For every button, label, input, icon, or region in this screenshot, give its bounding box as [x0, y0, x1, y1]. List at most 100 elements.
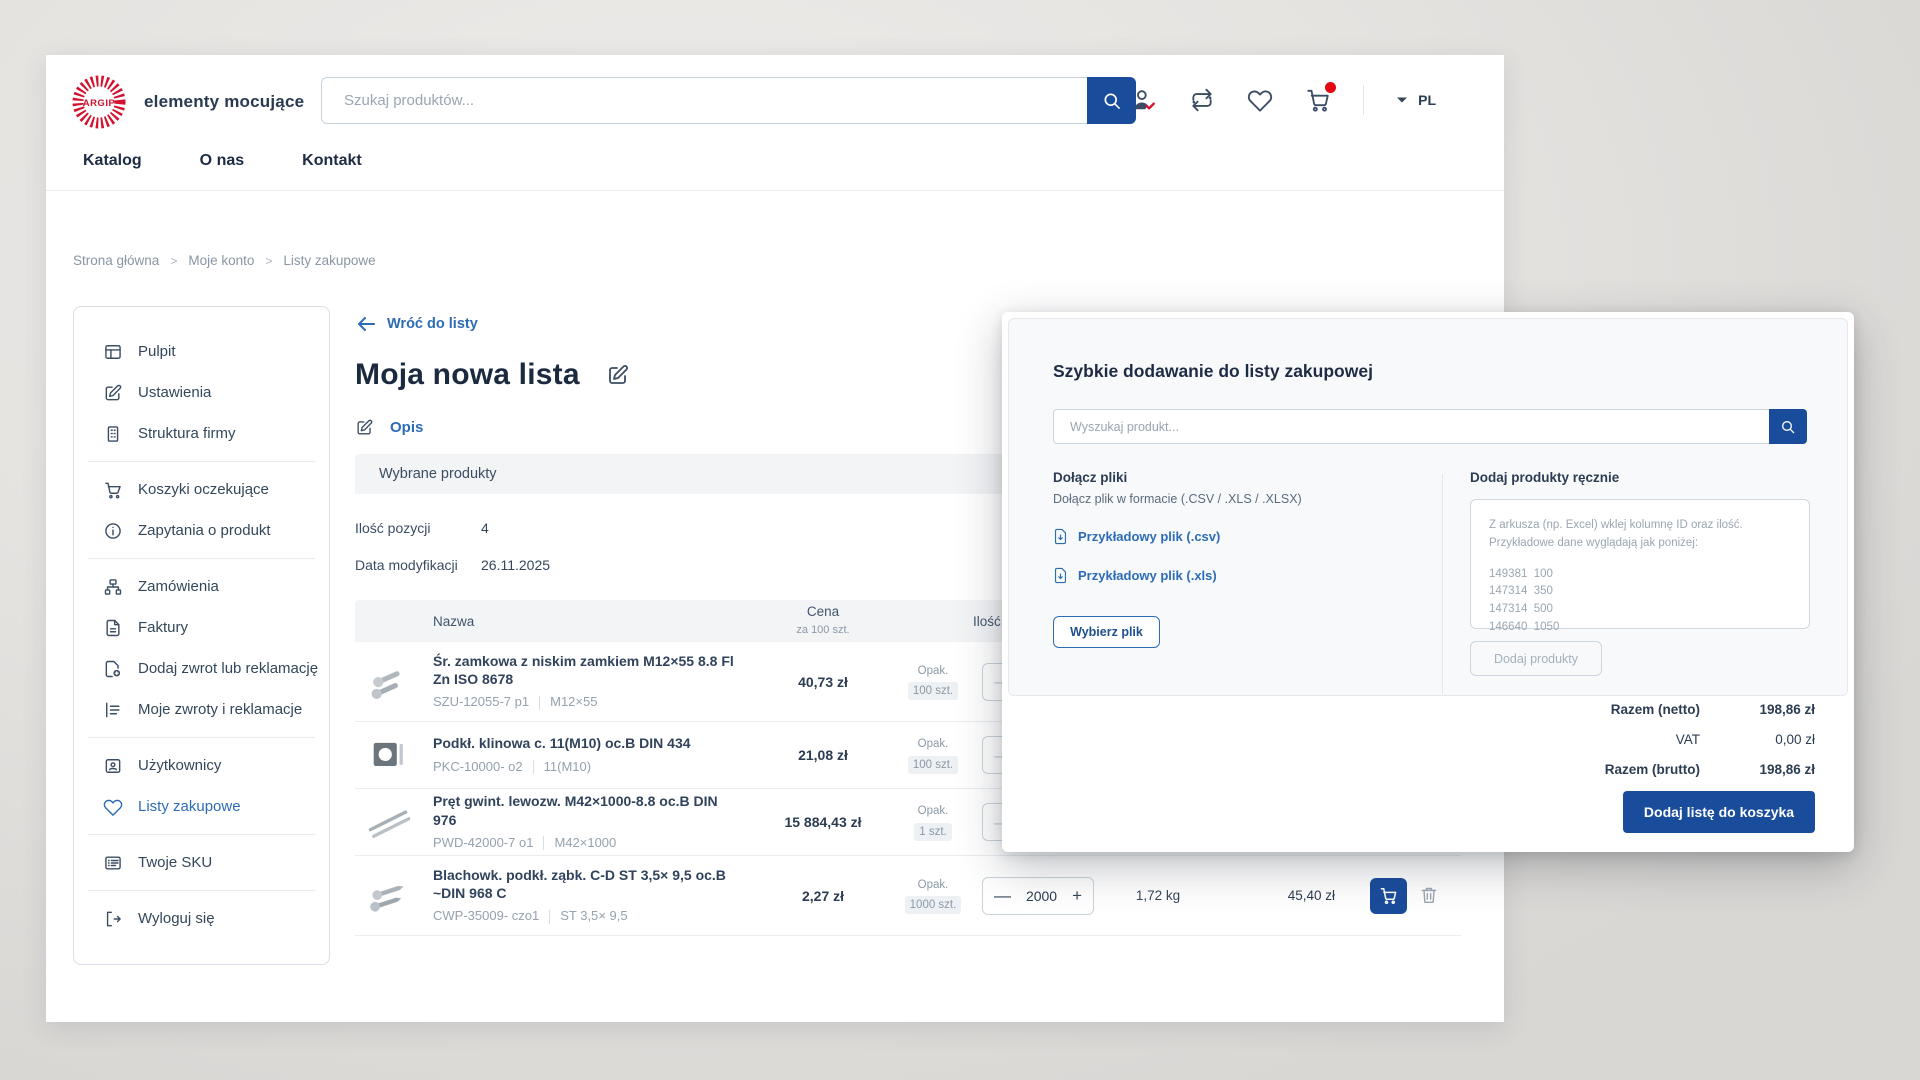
- sidebar-item-ustawienia[interactable]: Ustawienia: [74, 372, 329, 413]
- header-separator: [1363, 85, 1365, 115]
- textarea-sample-row: 149381 100: [1489, 567, 1553, 580]
- compare-button[interactable]: [1189, 87, 1215, 113]
- product-pack: Opak. 100 szt.: [893, 663, 973, 701]
- search-input[interactable]: [321, 77, 1087, 124]
- breadcrumb-lists[interactable]: Listy zakupowe: [283, 253, 376, 268]
- sidebar-item-faktury[interactable]: Faktury: [74, 607, 329, 648]
- breadcrumb-separator: >: [265, 253, 273, 268]
- plus-button[interactable]: +: [1072, 886, 1082, 905]
- breadcrumb-account[interactable]: Moje konto: [188, 253, 255, 268]
- language-label: PL: [1418, 92, 1436, 108]
- favorites-button[interactable]: [1247, 87, 1273, 113]
- page-title: Moja nowa lista: [355, 358, 580, 391]
- id-card-icon: [105, 758, 121, 773]
- caret-down-icon: [1397, 97, 1408, 103]
- search-button[interactable]: [1087, 77, 1136, 124]
- sidebar-item-koszyki-oczekujace[interactable]: Koszyki oczekujące: [74, 469, 329, 510]
- product-thumbnail: [365, 659, 411, 705]
- back-arrow-icon: [358, 317, 375, 331]
- delete-row-button[interactable]: [1418, 884, 1440, 908]
- sidebar-item-label: Pulpit: [138, 343, 176, 360]
- product-name: Śr. zamkowa z niskim zamkiem M12×55 8.8 …: [433, 652, 734, 688]
- sidebar-item-listy-zakupowe[interactable]: Listy zakupowe: [74, 786, 329, 827]
- sidebar-item-label: Listy zakupowe: [138, 798, 241, 815]
- manual-add-textarea[interactable]: Z arkusza (np. Excel) wklej kolumnę ID o…: [1470, 499, 1810, 633]
- quick-add-search-button[interactable]: [1769, 409, 1807, 444]
- compare-icon: [1192, 88, 1212, 112]
- cart-icon: [1380, 888, 1397, 905]
- back-to-list-link[interactable]: Wróć do listy: [357, 316, 1461, 332]
- product-variant: M42×1000: [554, 834, 617, 850]
- sidebar-item-uzytkownicy[interactable]: Użytkownicy: [74, 745, 329, 786]
- file-plus-icon: [105, 660, 121, 677]
- sidebar-item-label: Ustawienia: [138, 384, 212, 401]
- manual-add-column: Dodaj produkty ręcznie Z arkusza (np. Ex…: [1442, 470, 1810, 676]
- logout-icon: [106, 911, 121, 926]
- add-products-button[interactable]: Dodaj produkty: [1470, 641, 1602, 676]
- waiting-carts-icon: [105, 482, 121, 498]
- pack-qty-pill: 100 szt.: [907, 682, 959, 701]
- product-price: 40,73 zł: [798, 673, 848, 690]
- col-header-price-label: Cena: [806, 604, 840, 620]
- edit-title-icon[interactable]: [606, 363, 630, 387]
- product-sku-row: PWD-42000-7 o1 M42×1000: [433, 835, 739, 852]
- sidebar-item-dodaj-zwrot[interactable]: Dodaj zwrot lub reklamację: [74, 648, 329, 689]
- quantity-value[interactable]: 2000: [1025, 887, 1058, 904]
- nav-o-nas[interactable]: O nas: [199, 152, 245, 169]
- sidebar-item-twoje-sku[interactable]: Twoje SKU: [74, 842, 329, 883]
- sidebar-item-label: Struktura firmy: [138, 425, 236, 442]
- description-row[interactable]: Opis: [355, 418, 1461, 437]
- gross-total-value: 198,86 zł: [1759, 762, 1815, 777]
- totals-summary: Razem (netto) 198,86 zł VAT 0,00 zł Raze…: [1495, 702, 1815, 777]
- sidebar-divider: [88, 737, 315, 738]
- language-selector[interactable]: PL: [1396, 92, 1436, 108]
- choose-file-button[interactable]: Wybierz plik: [1053, 616, 1160, 648]
- quick-add-search-input[interactable]: [1053, 409, 1769, 444]
- product-weight: 1,72 kg: [1135, 888, 1181, 903]
- product-name-cell[interactable]: Podkł. klinowa c. 11(M10) oc.B DIN 434 P…: [433, 734, 753, 775]
- sample-xls-link[interactable]: Przykładowy plik (.xls): [1053, 567, 1412, 584]
- items-count-value: 4: [481, 520, 489, 536]
- sidebar-item-label: Użytkownicy: [138, 757, 222, 774]
- product-sku: PKC-10000- o2: [433, 758, 523, 774]
- product-name-cell[interactable]: Blachowk. podkł. ząbk. C-D ST 3,5× 9,5 o…: [433, 866, 753, 925]
- edit-icon: [105, 384, 122, 400]
- breadcrumb-home[interactable]: Strona główna: [73, 253, 160, 268]
- account-button[interactable]: [1131, 87, 1157, 113]
- product-name-cell[interactable]: Pręt gwint. lewozw. M42×1000-8.8 oc.B DI…: [433, 792, 753, 851]
- product-pack: Opak. 100 szt.: [893, 736, 973, 774]
- nav-katalog[interactable]: Katalog: [83, 152, 142, 169]
- tab-selected-products[interactable]: Wybrane produkty: [379, 466, 497, 482]
- sidebar-item-pulpit[interactable]: Pulpit: [74, 331, 329, 372]
- product-variant: M12×55: [550, 694, 598, 710]
- quick-add-columns: Dołącz pliki Dołącz plik w formacie (.CS…: [1053, 470, 1810, 694]
- sidebar-item-label: Koszyki oczekujące: [138, 481, 269, 498]
- header-divider: [46, 190, 1504, 191]
- vat-row: VAT 0,00 zł: [1495, 732, 1815, 747]
- pack-label: Opak.: [917, 805, 949, 818]
- sidebar-item-label: Wyloguj się: [138, 910, 215, 927]
- sample-csv-link[interactable]: Przykładowy plik (.csv): [1053, 528, 1412, 545]
- sidebar-divider: [88, 461, 315, 462]
- nav-kontakt[interactable]: Kontakt: [302, 152, 362, 169]
- minus-button[interactable]: —: [994, 886, 1011, 905]
- sidebar-item-zapytania-o-produkt[interactable]: Zapytania o produkt: [74, 510, 329, 551]
- product-sku: PWD-42000-7 o1: [433, 834, 534, 850]
- gross-total-label: Razem (brutto): [1604, 762, 1700, 777]
- sku-separator: [549, 909, 551, 924]
- product-price: 2,27 zł: [801, 887, 845, 904]
- col-header-name: Nazwa: [433, 613, 475, 629]
- search-icon: [1782, 420, 1795, 433]
- product-name-cell[interactable]: Śr. zamkowa z niskim zamkiem M12×55 8.8 …: [433, 652, 753, 711]
- sidebar-item-moje-zwroty[interactable]: Moje zwroty i reklamacje: [74, 689, 329, 730]
- sidebar-item-zamowienia[interactable]: Zamówienia: [74, 566, 329, 607]
- logo[interactable]: ARGIP elementy mocujące: [72, 75, 304, 129]
- sidebar-item-wyloguj[interactable]: Wyloguj się: [74, 898, 329, 939]
- info-icon: [105, 522, 121, 539]
- sidebar-item-label: Zamówienia: [138, 578, 219, 595]
- add-list-to-cart-button[interactable]: Dodaj listę do koszyka: [1623, 791, 1815, 833]
- add-row-to-cart-button[interactable]: [1370, 877, 1407, 914]
- modified-date-row: Data modyfikacji 26.11.2025: [355, 557, 1461, 573]
- sidebar-item-struktura-firmy[interactable]: Struktura firmy: [74, 413, 329, 454]
- cart-button[interactable]: [1305, 82, 1337, 113]
